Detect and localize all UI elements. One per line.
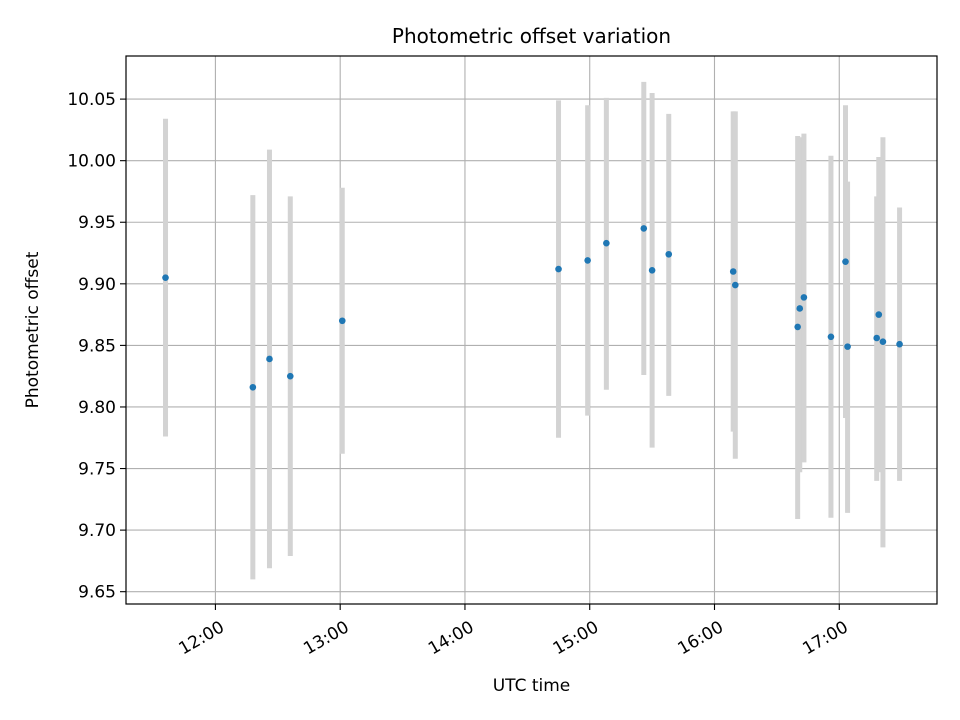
x-axis-label: UTC time [493,676,571,696]
y-tick-label: 9.90 [78,275,116,295]
data-point [875,311,883,318]
data-point [665,250,673,258]
y-tick-label: 9.95 [78,213,116,233]
data-point [603,239,610,247]
chart-title: Photometric offset variation [392,24,671,48]
data-point [286,372,294,380]
data-point [729,268,737,275]
plot-frame [125,55,938,605]
data-point [640,225,648,232]
data-point [896,340,903,348]
data-point [249,383,257,391]
data-point [555,265,562,273]
data-point [584,257,591,264]
data-point [338,317,346,325]
data-point [873,334,880,342]
y-tick-label: 9.75 [78,460,116,480]
data-point [731,281,739,289]
data-point [266,355,273,363]
y-tick-label: 10.05 [67,90,116,110]
data-point [796,305,804,312]
data-point [162,274,169,281]
y-tick-label: 9.70 [78,521,116,541]
data-point [794,323,801,331]
y-tick-label: 9.85 [78,336,116,356]
data-point [844,343,851,350]
y-tick-label: 9.65 [78,583,116,603]
y-tick-label: 9.80 [78,398,116,418]
data-point [800,294,808,301]
data-point [879,338,887,345]
y-axis-label: Photometric offset [23,251,43,408]
y-tick-label: 10.00 [67,152,116,172]
data-point [827,333,835,341]
data-point [648,266,656,274]
data-point [842,258,849,265]
data-points [162,225,903,391]
